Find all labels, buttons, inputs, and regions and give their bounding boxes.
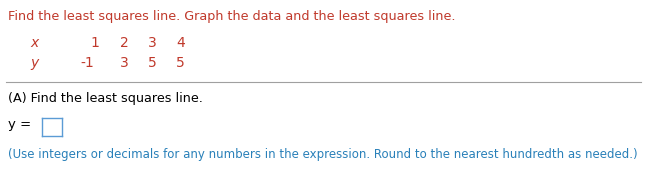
Text: y =: y = xyxy=(8,118,31,131)
Text: (A) Find the least squares line.: (A) Find the least squares line. xyxy=(8,92,203,105)
Text: y: y xyxy=(30,56,38,70)
Text: -1: -1 xyxy=(80,56,94,70)
Text: x: x xyxy=(30,36,38,50)
Text: (Use integers or decimals for any numbers in the expression. Round to the neares: (Use integers or decimals for any number… xyxy=(8,148,638,161)
Text: 3: 3 xyxy=(120,56,129,70)
Text: Find the least squares line. Graph the data and the least squares line.: Find the least squares line. Graph the d… xyxy=(8,10,455,23)
Text: 5: 5 xyxy=(148,56,157,70)
Text: 1: 1 xyxy=(90,36,99,50)
Text: 3: 3 xyxy=(148,36,157,50)
Text: 5: 5 xyxy=(176,56,185,70)
Text: 2: 2 xyxy=(120,36,129,50)
Text: 4: 4 xyxy=(176,36,185,50)
